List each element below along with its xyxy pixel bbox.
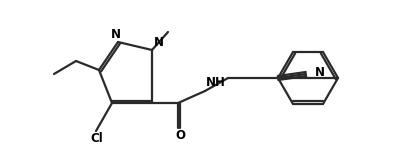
Text: Cl: Cl — [90, 132, 103, 145]
Text: N: N — [111, 28, 121, 41]
Text: N: N — [314, 66, 324, 80]
Text: NH: NH — [206, 76, 225, 89]
Text: O: O — [175, 129, 185, 142]
Text: N: N — [154, 36, 164, 49]
